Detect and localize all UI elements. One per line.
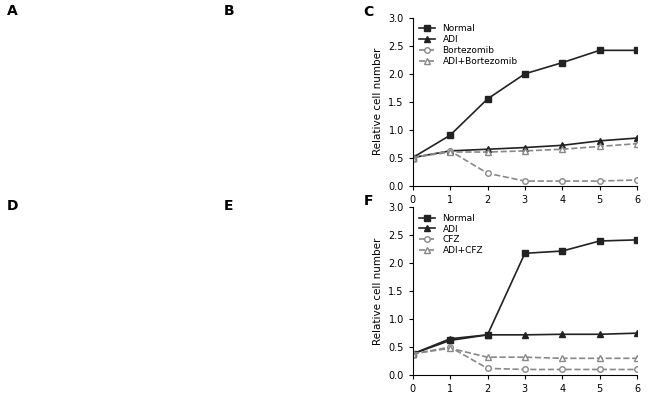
CFZ	[595, 367, 603, 372]
Normal	[558, 60, 566, 65]
Bortezomib	[521, 179, 529, 184]
Legend: Normal, ADI, Bortezomib, ADI+Bortezomib: Normal, ADI, Bortezomib, ADI+Bortezomib	[417, 22, 519, 67]
Normal	[521, 251, 529, 256]
CFZ	[446, 345, 454, 350]
ADI+CFZ	[595, 356, 603, 361]
Line: ADI+CFZ: ADI+CFZ	[410, 346, 640, 361]
ADI+CFZ	[633, 356, 641, 361]
Normal	[409, 352, 417, 356]
Bortezomib	[409, 155, 417, 160]
ADI	[484, 147, 491, 152]
Line: CFZ: CFZ	[410, 344, 640, 372]
Line: Normal: Normal	[410, 47, 640, 160]
CFZ	[409, 352, 417, 356]
Normal	[633, 48, 641, 53]
Normal	[558, 249, 566, 253]
Bortezomib	[558, 179, 566, 184]
CFZ	[633, 367, 641, 372]
ADI	[633, 331, 641, 336]
Text: C: C	[363, 4, 374, 18]
ADI	[558, 332, 566, 337]
Line: ADI+Bortezomib: ADI+Bortezomib	[410, 141, 640, 160]
ADI+Bortezomib	[558, 147, 566, 152]
ADI	[558, 143, 566, 148]
ADI+CFZ	[521, 355, 529, 359]
CFZ	[484, 366, 491, 371]
ADI+CFZ	[446, 346, 454, 351]
ADI	[446, 336, 454, 341]
Text: E: E	[224, 200, 234, 213]
CFZ	[558, 367, 566, 372]
Bortezomib	[633, 178, 641, 182]
ADI+CFZ	[409, 352, 417, 356]
Text: F: F	[363, 194, 373, 208]
ADI	[484, 332, 491, 337]
Normal	[484, 97, 491, 101]
ADI	[633, 136, 641, 140]
ADI+CFZ	[484, 355, 491, 359]
ADI+Bortezomib	[484, 150, 491, 154]
Bortezomib	[446, 148, 454, 153]
Text: B: B	[224, 4, 235, 18]
Line: ADI: ADI	[410, 135, 640, 160]
Line: Normal: Normal	[410, 237, 640, 357]
Legend: Normal, ADI, CFZ, ADI+CFZ: Normal, ADI, CFZ, ADI+CFZ	[417, 212, 485, 257]
ADI	[409, 155, 417, 160]
ADI	[446, 148, 454, 153]
ADI	[595, 332, 603, 337]
Normal	[595, 48, 603, 53]
Y-axis label: Relative cell number: Relative cell number	[372, 237, 383, 345]
Normal	[446, 338, 454, 343]
ADI	[521, 145, 529, 150]
Normal	[484, 332, 491, 337]
Y-axis label: Relative cell number: Relative cell number	[372, 48, 383, 156]
Line: ADI: ADI	[410, 330, 640, 357]
ADI	[521, 332, 529, 337]
ADI+CFZ	[558, 356, 566, 361]
Text: D: D	[6, 200, 18, 213]
X-axis label: Day: Day	[515, 210, 535, 220]
Normal	[446, 133, 454, 138]
ADI+Bortezomib	[521, 148, 529, 153]
ADI+Bortezomib	[409, 155, 417, 160]
Text: A: A	[6, 4, 18, 18]
CFZ	[521, 367, 529, 372]
Bortezomib	[484, 171, 491, 176]
ADI	[595, 138, 603, 143]
Bortezomib	[595, 179, 603, 184]
Line: Bortezomib: Bortezomib	[410, 148, 640, 184]
Normal	[633, 237, 641, 242]
Normal	[409, 155, 417, 160]
ADI+Bortezomib	[446, 150, 454, 154]
ADI	[409, 352, 417, 356]
Normal	[595, 239, 603, 243]
Normal	[521, 71, 529, 76]
ADI+Bortezomib	[633, 141, 641, 146]
ADI+Bortezomib	[595, 144, 603, 149]
